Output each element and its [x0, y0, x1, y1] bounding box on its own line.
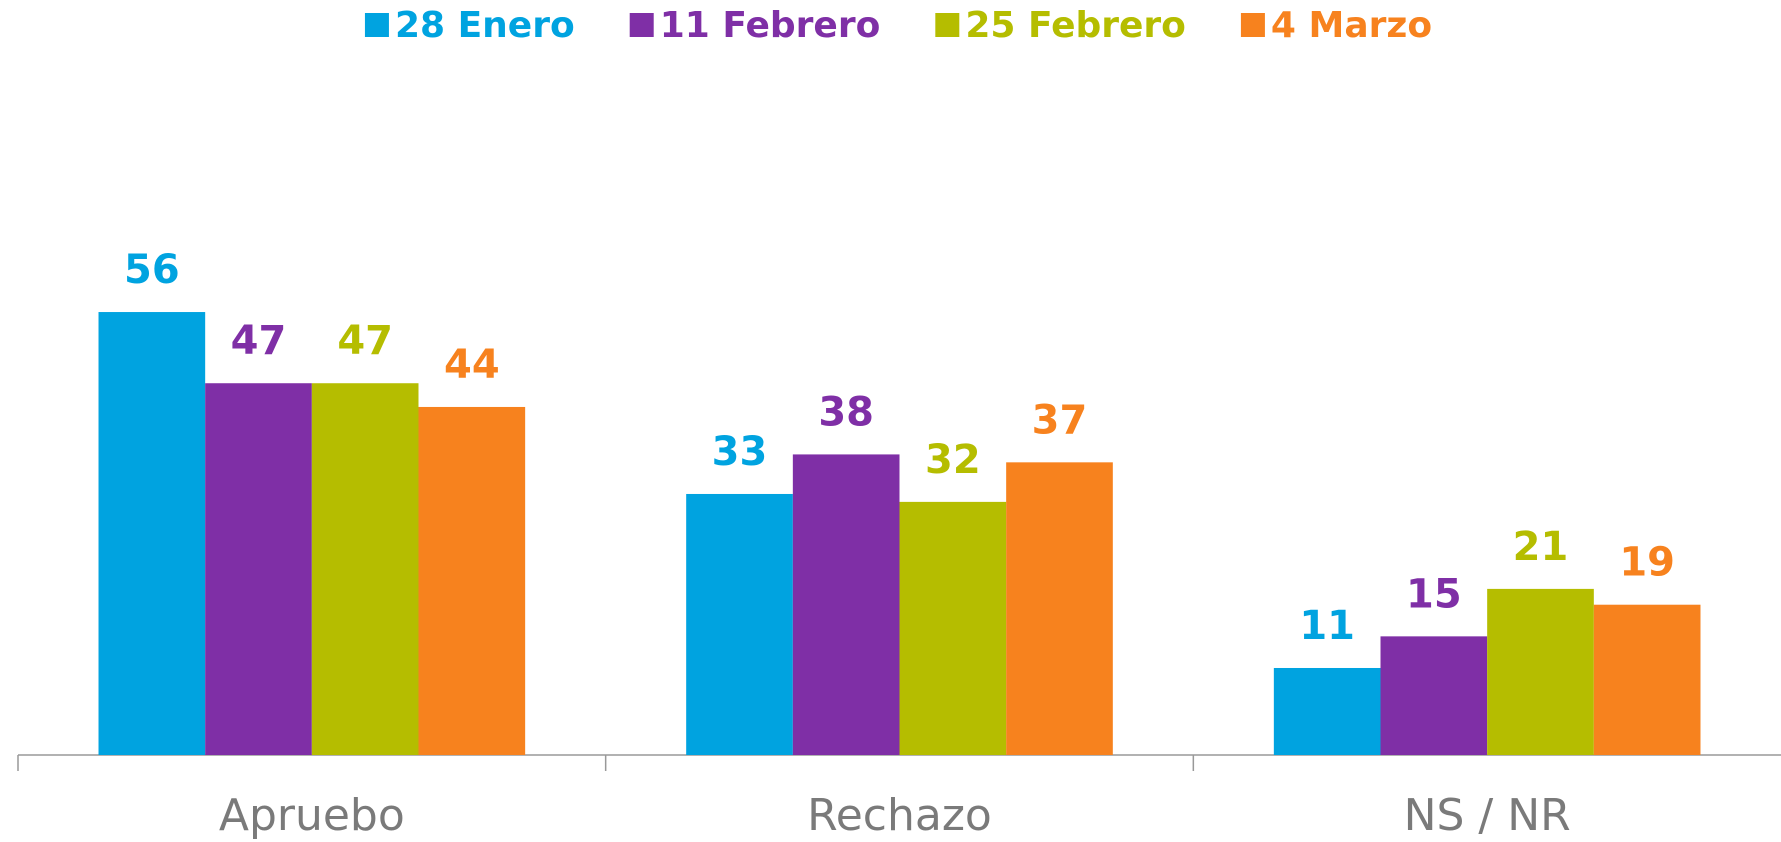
data-label: 19: [1619, 540, 1675, 586]
bar: [1273, 667, 1381, 755]
bar: [792, 454, 900, 755]
data-label: 33: [712, 429, 768, 475]
data-label: 47: [337, 318, 393, 364]
bar: [1380, 636, 1488, 755]
data-label: 38: [818, 389, 874, 435]
data-label: 47: [231, 318, 287, 364]
x-tick-label: Apruebo: [219, 790, 405, 841]
bar: [205, 383, 312, 755]
data-label: 37: [1032, 397, 1088, 443]
x-tick-label: Rechazo: [807, 790, 992, 841]
data-label: 11: [1299, 603, 1355, 649]
data-label: 15: [1406, 571, 1462, 617]
bar: [1487, 588, 1594, 755]
bar: [1593, 604, 1701, 755]
data-label: 44: [444, 342, 500, 388]
legend-swatch: [629, 13, 654, 37]
bar: [98, 312, 206, 755]
legend-swatch: [1240, 13, 1265, 37]
data-label: 21: [1513, 524, 1569, 570]
legend-label: 4 Marzo: [1271, 5, 1432, 46]
x-tick-label: NS / NR: [1404, 790, 1571, 841]
data-label: 56: [124, 247, 180, 293]
legend-swatch: [935, 13, 960, 37]
data-label: 32: [925, 437, 981, 483]
bar: [418, 406, 526, 755]
legend-label: 11 Febrero: [660, 5, 881, 46]
legend-label: 28 Enero: [395, 5, 575, 46]
legend-label: 25 Febrero: [965, 5, 1186, 46]
bar: [686, 493, 793, 755]
legend-swatch: [364, 13, 389, 37]
bar: [899, 501, 1007, 755]
bar: [311, 383, 419, 755]
bar: [1006, 462, 1113, 755]
